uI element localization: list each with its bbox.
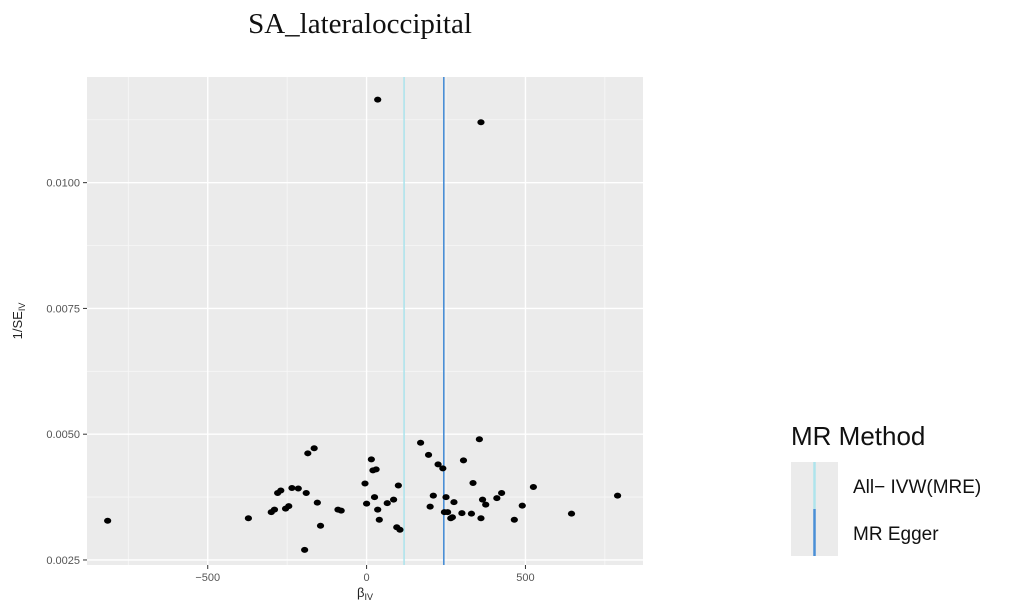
data-point xyxy=(375,516,383,523)
data-points xyxy=(104,96,622,553)
y-tick-label: 0.0025 xyxy=(46,555,80,567)
y-axis-ticks: 0.0025 0.0050 0.0075 0.0100 xyxy=(46,178,87,567)
x-axis-title: βIV xyxy=(357,585,373,602)
data-point xyxy=(478,496,487,503)
data-point xyxy=(477,515,485,522)
data-point xyxy=(417,439,425,446)
x-axis-title-main: β xyxy=(357,585,364,600)
data-point xyxy=(316,522,325,529)
data-point xyxy=(518,502,526,509)
data-point xyxy=(270,506,279,513)
y-tick-label: 0.0100 xyxy=(46,178,80,190)
data-point xyxy=(567,510,576,517)
data-point xyxy=(475,436,483,443)
data-point xyxy=(498,490,506,497)
data-point xyxy=(313,499,321,506)
chart-title: SA_lateraloccipital xyxy=(248,8,472,40)
data-point xyxy=(469,479,477,486)
data-point xyxy=(444,509,452,516)
x-tick-label: 0 xyxy=(364,572,370,584)
data-point xyxy=(361,480,369,487)
data-point xyxy=(389,496,398,503)
data-point xyxy=(482,501,490,508)
data-point xyxy=(477,119,485,126)
minor-gridlines xyxy=(87,77,643,565)
data-point xyxy=(529,484,537,491)
data-point xyxy=(288,485,296,492)
data-point xyxy=(434,461,442,468)
data-point xyxy=(294,485,302,492)
data-point xyxy=(394,482,402,489)
data-point xyxy=(337,507,345,514)
data-point xyxy=(374,96,382,103)
y-tick-label: 0.0075 xyxy=(46,303,80,315)
data-point xyxy=(370,494,379,501)
x-tick-label: 500 xyxy=(516,572,534,584)
data-point xyxy=(448,514,456,521)
data-point xyxy=(301,546,309,553)
data-point xyxy=(277,487,285,494)
data-point xyxy=(372,466,380,473)
data-point xyxy=(302,490,310,497)
data-point xyxy=(613,492,622,499)
data-point xyxy=(442,494,450,501)
plot-panel xyxy=(87,77,643,565)
data-point xyxy=(459,457,468,464)
data-point xyxy=(383,500,391,507)
data-point xyxy=(458,510,466,517)
data-point xyxy=(285,503,293,510)
data-point xyxy=(374,506,382,513)
data-point xyxy=(104,517,112,524)
data-point xyxy=(244,515,252,522)
y-axis-title: 1/SEIV xyxy=(10,303,27,340)
y-axis-title-subscript: IV xyxy=(17,303,27,312)
x-axis-ticks: −500 0 500 xyxy=(195,565,535,584)
legend: MR Method All− IVW(MRE) MR Egger xyxy=(791,421,981,556)
reference-lines xyxy=(403,77,445,565)
y-tick-label: 0.0050 xyxy=(46,429,80,441)
data-point xyxy=(362,500,371,507)
x-tick-label: −500 xyxy=(195,572,220,584)
legend-label-ivw: All− IVW(MRE) xyxy=(853,477,981,498)
data-point xyxy=(439,465,447,472)
legend-label-egger: MR Egger xyxy=(853,524,939,545)
data-point xyxy=(450,499,458,506)
data-point xyxy=(424,451,433,458)
data-point xyxy=(493,495,501,502)
data-point xyxy=(426,503,434,510)
data-point xyxy=(367,456,375,463)
legend-title: MR Method xyxy=(791,421,925,451)
x-axis-title-subscript: IV xyxy=(364,592,373,602)
data-point xyxy=(429,492,437,499)
data-point xyxy=(304,450,312,457)
data-point xyxy=(510,516,518,523)
data-point xyxy=(467,510,476,517)
y-axis-title-main: 1/SE xyxy=(10,311,25,340)
data-point xyxy=(396,526,404,533)
data-point xyxy=(310,445,318,452)
